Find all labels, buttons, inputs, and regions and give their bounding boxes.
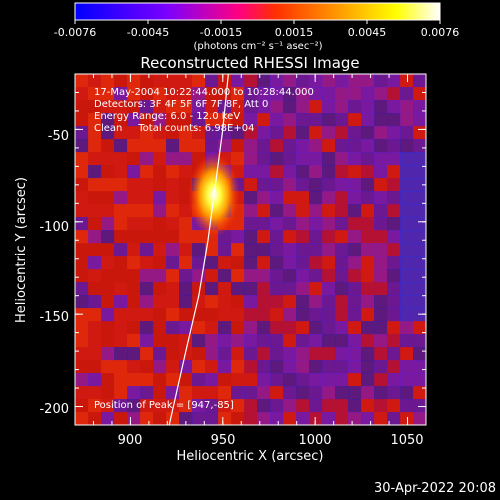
colorbar-tick-label: -0.0015 bbox=[200, 26, 242, 39]
colorbar-tick-label: -0.0045 bbox=[127, 26, 169, 39]
y-tick-label: -100 bbox=[39, 220, 69, 235]
footer-date: 30-Apr-2022 20:08 bbox=[374, 481, 496, 496]
plot-frame bbox=[74, 73, 427, 426]
x-tick-label: 1000 bbox=[298, 433, 331, 448]
colorbar bbox=[74, 2, 441, 21]
info-line-time: 17-May-2004 10:22:44.000 to 10:28:44.000 bbox=[94, 87, 314, 98]
x-tick-label: 950 bbox=[211, 433, 236, 448]
x-tick-label: 1050 bbox=[390, 433, 423, 448]
colorbar-unit-label: (photons cm⁻² s⁻¹ asec⁻²) bbox=[193, 41, 322, 52]
colorbar-ticks bbox=[74, 20, 441, 24]
info-line-energy: Energy Range: 6.0 - 12.0 keV bbox=[94, 111, 240, 122]
solar-limb-curve bbox=[168, 74, 229, 425]
colorbar-tick-labels: -0.0076 -0.0045 -0.0015 0.0015 0.0045 0.… bbox=[54, 26, 459, 39]
chart-title: Reconstructed RHESSI Image bbox=[140, 54, 359, 72]
peak-position-label: Position of Peak = [947,-85] bbox=[94, 400, 234, 411]
y-tick-label: -200 bbox=[39, 402, 69, 417]
y-tick-labels: -50 -100 -150 -200 bbox=[39, 129, 69, 417]
info-line-counts: Clean Total counts: 6.98E+04 bbox=[94, 123, 254, 134]
x-axis-label: Heliocentric X (arcsec) bbox=[177, 449, 324, 464]
x-tick-label: 900 bbox=[118, 433, 143, 448]
colorbar-tick-label: -0.0076 bbox=[54, 26, 96, 39]
y-tick-label: -50 bbox=[48, 129, 69, 144]
colorbar-tick-label: 0.0076 bbox=[421, 26, 460, 39]
y-axis-label: Heliocentric Y (arcsec) bbox=[14, 177, 29, 323]
axis-ticks bbox=[75, 74, 427, 425]
observation-info: 17-May-2004 10:22:44.000 to 10:28:44.000… bbox=[94, 87, 314, 134]
colorbar-tick-label: 0.0045 bbox=[348, 26, 387, 39]
heatmap-image bbox=[75, 74, 426, 425]
colorbar-tick-label: 0.0015 bbox=[275, 26, 314, 39]
y-tick-label: -150 bbox=[39, 310, 69, 325]
x-tick-labels: 900 950 1000 1050 bbox=[118, 433, 424, 448]
info-line-detectors: Detectors: 3F 4F 5F 6F 7F 8F, Att 0 bbox=[94, 99, 268, 110]
